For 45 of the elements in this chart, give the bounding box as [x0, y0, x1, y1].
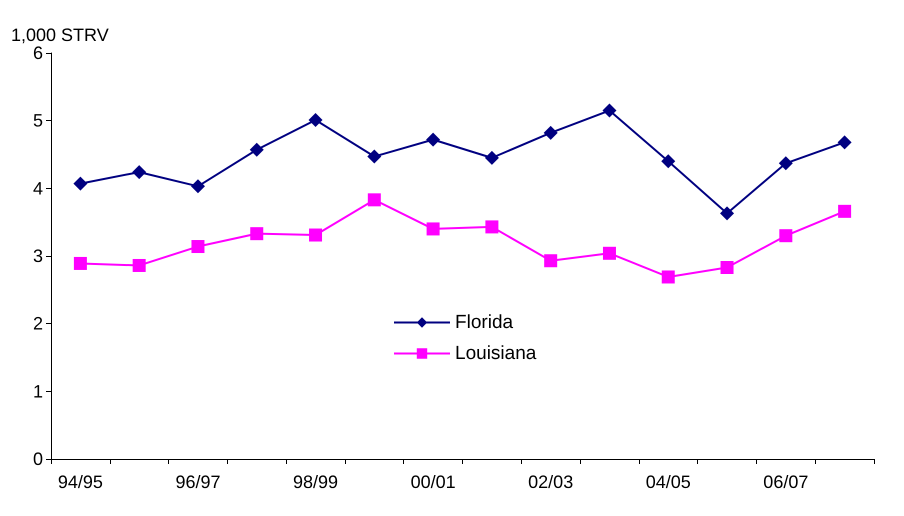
y-tick-label: 4	[32, 178, 43, 198]
point	[132, 165, 146, 180]
point	[191, 240, 204, 254]
point	[779, 229, 792, 242]
x-tick-label: 06/07	[763, 472, 808, 492]
point	[132, 258, 146, 272]
x-tick-label: 00/01	[410, 472, 456, 492]
point	[485, 220, 498, 234]
y-tick-label: 0	[32, 449, 43, 469]
x-tick-label: 94/95	[58, 472, 103, 492]
x-tick-label: 96/97	[175, 472, 220, 492]
point	[426, 132, 440, 147]
point	[190, 179, 205, 194]
legend-label: Louisiana	[455, 343, 537, 364]
point	[720, 206, 734, 220]
y-tick-label: 5	[32, 110, 43, 131]
point	[309, 228, 322, 242]
y-tick-label: 1	[32, 381, 43, 402]
y-axis-title: 1,000 STRV	[11, 25, 109, 46]
point	[250, 142, 264, 157]
x-tick-label: 02/03	[528, 472, 574, 492]
point	[367, 150, 382, 164]
point	[544, 254, 558, 268]
point	[661, 154, 676, 168]
x-tick-label: 04/05	[646, 472, 691, 492]
point	[73, 176, 88, 191]
y-tick-label: 3	[32, 246, 43, 266]
x-tick-label: 98/99	[293, 472, 338, 492]
legend-label: Florida	[455, 312, 514, 333]
point	[720, 261, 734, 274]
point	[74, 256, 87, 270]
point	[838, 135, 852, 150]
point	[602, 246, 616, 260]
point	[662, 270, 675, 284]
y-tick-label: 6	[32, 43, 43, 63]
point	[426, 222, 440, 236]
point	[368, 193, 381, 206]
point	[250, 227, 264, 240]
point	[838, 204, 852, 218]
point	[778, 156, 793, 170]
point	[544, 126, 558, 140]
point	[308, 112, 323, 127]
y-tick-label: 2	[32, 314, 43, 334]
point	[484, 150, 499, 165]
point	[602, 104, 616, 118]
